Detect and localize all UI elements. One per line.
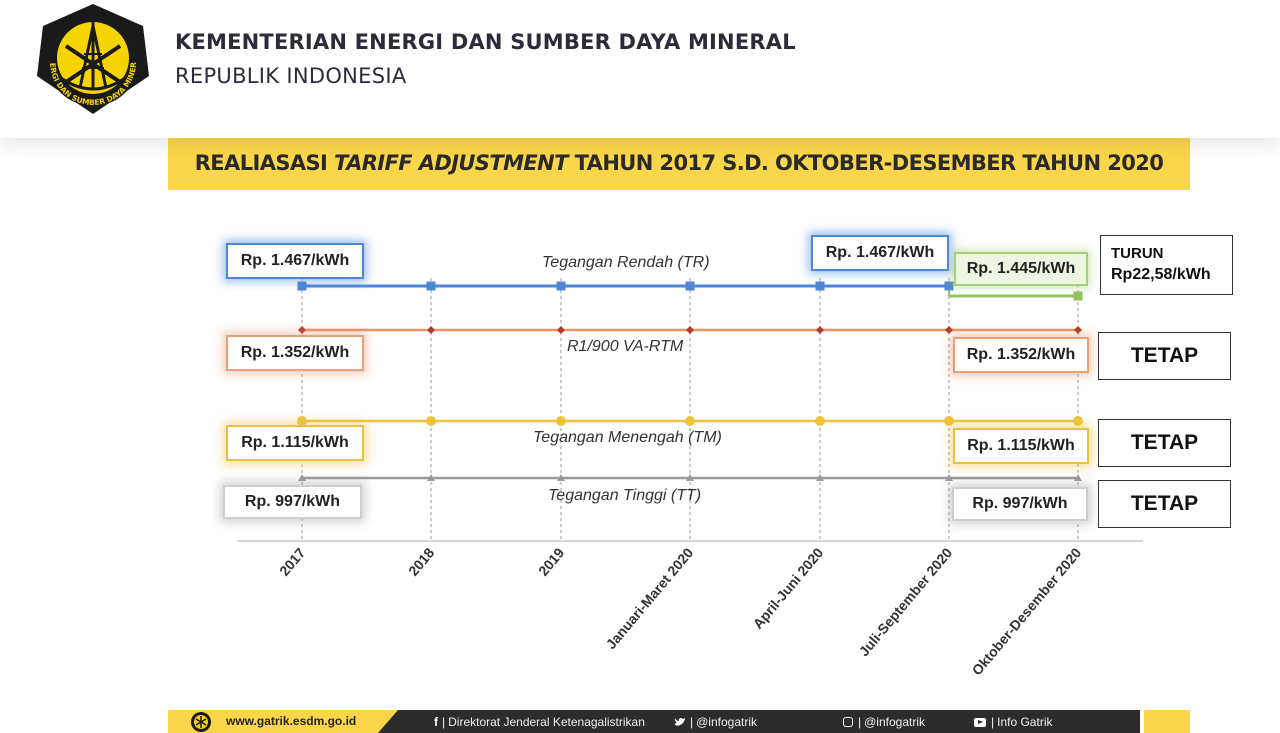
tr-mid-value: Rp. 1.467/kWh bbox=[811, 235, 949, 271]
point-tr-4 bbox=[815, 281, 825, 291]
point-tm-6 bbox=[1073, 416, 1083, 426]
point-r1-1 bbox=[427, 326, 435, 334]
point-tm-4 bbox=[815, 416, 825, 426]
twitter-icon bbox=[674, 718, 685, 726]
page-header: ENERGI DAN SUMBER DAYA MINERAL KEMENTERI… bbox=[0, 0, 1280, 138]
title-emphasis: TARIFF ADJUSTMENT bbox=[333, 151, 568, 175]
point-tm-5 bbox=[944, 416, 954, 426]
point-tr-0 bbox=[297, 281, 307, 291]
footer-dark-band bbox=[378, 710, 1140, 733]
x-tick-label-3: Januari-Maret 2020 bbox=[603, 544, 697, 652]
title-prefix: REALIASASI bbox=[194, 151, 334, 175]
tm-end-value: Rp. 1.115/kWh bbox=[953, 428, 1089, 464]
r1-start-value: Rp. 1.352/kWh bbox=[226, 335, 364, 371]
point-r1-3 bbox=[686, 326, 694, 334]
ministry-title: KEMENTERIAN ENERGI DAN SUMBER DAYA MINER… bbox=[175, 30, 796, 54]
point-tt-1 bbox=[427, 474, 435, 481]
point-tt-4 bbox=[816, 474, 824, 481]
x-tick-label-1: 2018 bbox=[405, 544, 437, 578]
footer-yellow-right bbox=[1144, 710, 1190, 733]
series-label-tt: Tegangan Tinggi (TT) bbox=[548, 487, 702, 504]
tt-status-box: TETAP bbox=[1098, 480, 1231, 528]
x-axis-ticks: 2017 2018 2019 Januari-Maret 2020 April-Juni… bbox=[276, 544, 1084, 678]
footer-logo-icon bbox=[191, 712, 211, 732]
x-tick-label-6: Oktober-Desember 2020 bbox=[969, 544, 1085, 678]
footer-youtube-label: Info Gatrik bbox=[997, 715, 1053, 729]
facebook-icon: f bbox=[434, 715, 438, 729]
tariff-chart: 2017 2018 2019 Januari-Maret 2020 April-Juni… bbox=[237, 278, 1143, 678]
point-tm-3 bbox=[685, 416, 695, 426]
point-tr-1 bbox=[426, 281, 436, 291]
point-tr-6 bbox=[1073, 291, 1083, 301]
series-label-r1: R1/900 VA-RTM bbox=[567, 338, 684, 355]
tt-start-value: Rp. 997/kWh bbox=[223, 485, 362, 519]
x-tick-label-2: 2019 bbox=[535, 544, 567, 578]
footer-instagram[interactable]: | @infogatrik bbox=[843, 715, 925, 729]
point-tm-0 bbox=[297, 416, 307, 426]
point-r1-2 bbox=[557, 326, 565, 334]
tr-end-value: Rp. 1.445/kWh bbox=[954, 252, 1088, 286]
tm-start-value: Rp. 1.115/kWh bbox=[226, 425, 364, 461]
footer-bar: www.gatrik.esdm.go.id f | Direktorat Jende… bbox=[168, 710, 1190, 733]
title-suffix: TAHUN 2017 S.D. OKTOBER-DESEMBER TAHUN 2… bbox=[567, 151, 1164, 175]
x-tick-label-5: Juli-September 2020 bbox=[856, 544, 956, 659]
point-tr-5 bbox=[944, 281, 954, 291]
point-tm-2 bbox=[556, 416, 566, 426]
point-r1-6 bbox=[1074, 326, 1082, 334]
r1-status-box: TETAP bbox=[1098, 332, 1231, 380]
point-r1-4 bbox=[816, 326, 824, 334]
footer-twitter[interactable]: | @infogatrik bbox=[674, 715, 757, 729]
footer-youtube[interactable]: | Info Gatrik bbox=[974, 715, 1052, 729]
slide-title: REALIASASI TARIFF ADJUSTMENT TAHUN 2017 … bbox=[168, 151, 1190, 175]
x-tick-label-4: April-Juni 2020 bbox=[750, 544, 827, 631]
gridlines bbox=[237, 278, 1143, 542]
footer-yellow-left bbox=[168, 710, 398, 733]
tr-start-value: Rp. 1.467/kWh bbox=[226, 243, 364, 279]
point-tt-5 bbox=[945, 474, 953, 481]
footer-facebook-label: Direktorat Jenderal Ketenagalistrikan bbox=[448, 715, 645, 729]
tr-status-amount: Rp22,58/kWh bbox=[1111, 266, 1211, 283]
footer-website-link[interactable]: www.gatrik.esdm.go.id bbox=[226, 714, 357, 728]
tr-status-box: TURUN Rp22,58/kWh bbox=[1100, 235, 1233, 295]
point-r1-5 bbox=[945, 326, 953, 334]
x-tick-label-0: 2017 bbox=[276, 544, 308, 578]
tm-status-box: TETAP bbox=[1098, 419, 1231, 467]
series-lines bbox=[297, 281, 1083, 481]
footer-instagram-label: @infogatrik bbox=[864, 715, 925, 729]
point-tr-2 bbox=[556, 281, 566, 291]
footer-twitter-label: @infogatrik bbox=[696, 715, 757, 729]
point-tt-0 bbox=[298, 474, 306, 481]
point-tr-3 bbox=[685, 281, 695, 291]
tr-status-label: TURUN bbox=[1111, 245, 1164, 262]
series-label-tm: Tegangan Menengah (TM) bbox=[533, 429, 722, 446]
footer-facebook[interactable]: f | Direktorat Jenderal Ketenagalistrikan bbox=[434, 715, 645, 729]
tt-end-value: Rp. 997/kWh bbox=[952, 487, 1088, 521]
r1-end-value: Rp. 1.352/kWh bbox=[953, 337, 1089, 373]
point-tt-2 bbox=[557, 474, 565, 481]
series-label-tr: Tegangan Rendah (TR) bbox=[542, 254, 710, 271]
esdm-logo: ENERGI DAN SUMBER DAYA MINERAL bbox=[30, 2, 149, 114]
point-tt-3 bbox=[686, 474, 694, 481]
point-r1-0 bbox=[298, 326, 306, 334]
point-tm-1 bbox=[426, 416, 436, 426]
point-tt-6 bbox=[1074, 474, 1082, 481]
instagram-icon bbox=[843, 717, 853, 727]
ministry-subtitle: REPUBLIK INDONESIA bbox=[175, 64, 407, 88]
title-banner: REALIASASI TARIFF ADJUSTMENT TAHUN 2017 … bbox=[168, 138, 1190, 190]
infographic-slide: REALIASASI TARIFF ADJUSTMENT TAHUN 2017 … bbox=[0, 138, 1280, 733]
youtube-icon bbox=[974, 717, 986, 727]
